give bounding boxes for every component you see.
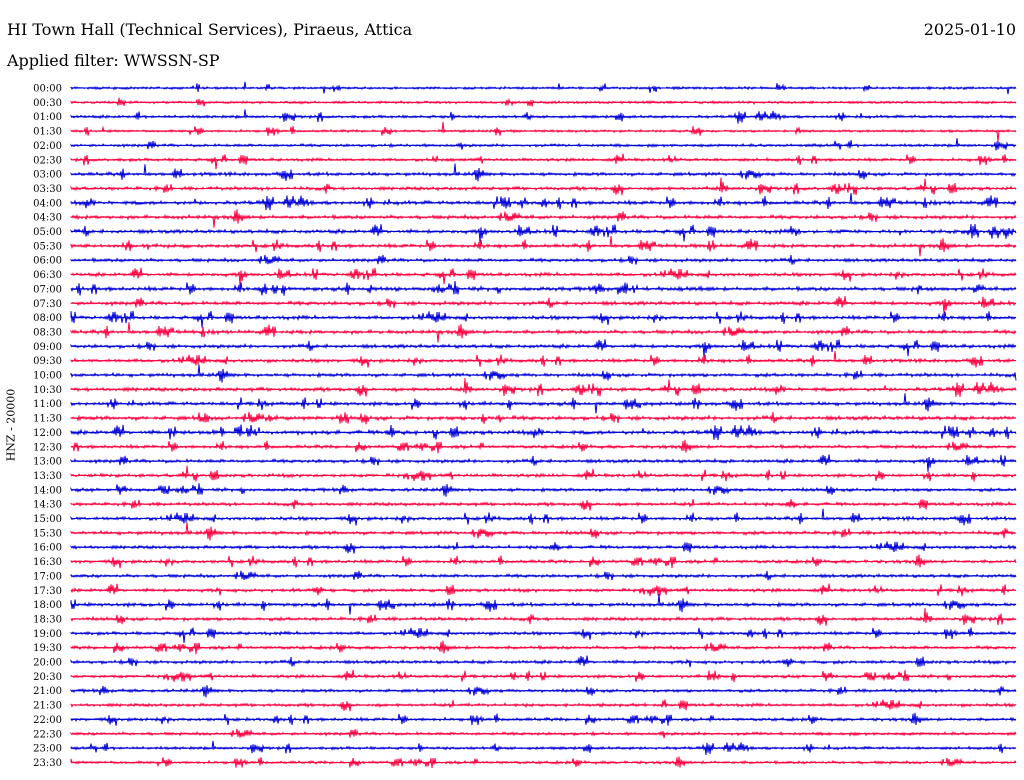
row-label: 05:00 — [33, 227, 62, 238]
row-label: 06:00 — [33, 256, 62, 267]
row-label: 02:30 — [33, 155, 62, 166]
trace-line — [70, 121, 1017, 142]
row-label: 11:30 — [33, 414, 62, 425]
row-label: 04:00 — [33, 198, 62, 209]
row-label: 12:30 — [33, 442, 62, 453]
row-label: 20:00 — [33, 658, 62, 669]
trace-line — [70, 192, 1017, 211]
row-label: 22:00 — [33, 715, 62, 726]
row-label: 01:00 — [33, 112, 62, 123]
row-label: 09:00 — [33, 342, 62, 353]
row-label: 06:30 — [33, 270, 62, 281]
trace-line — [70, 465, 1017, 482]
trace-line — [70, 97, 1017, 107]
row-label: 22:30 — [33, 729, 62, 740]
row-label: 13:30 — [33, 471, 62, 482]
row-label: 15:00 — [33, 514, 62, 525]
row-label: 14:30 — [33, 500, 62, 511]
row-label: 08:00 — [33, 313, 62, 324]
trace-line — [70, 267, 1017, 286]
trace-line — [70, 655, 1017, 668]
row-label: 20:30 — [33, 672, 62, 683]
row-label: 11:00 — [33, 399, 62, 410]
row-label: 10:00 — [33, 371, 62, 382]
row-label: 09:30 — [33, 356, 62, 367]
row-label: 12:00 — [33, 428, 62, 439]
trace-line — [70, 378, 1017, 397]
row-label: 07:00 — [33, 284, 62, 295]
row-label: 23:00 — [33, 744, 62, 755]
trace-line — [70, 254, 1017, 266]
row-label: 00:30 — [33, 98, 62, 109]
row-label: 00:00 — [33, 84, 62, 95]
row-label: 18:30 — [33, 614, 62, 625]
trace-line — [70, 224, 1017, 243]
trace-line — [70, 163, 1017, 182]
row-label: 18:00 — [33, 600, 62, 611]
row-label: 10:30 — [33, 385, 62, 396]
row-label: 07:30 — [33, 299, 62, 310]
row-label: 05:30 — [33, 241, 62, 252]
row-label: 13:00 — [33, 457, 62, 468]
station-title: HI Town Hall (Technical Services), Pirae… — [7, 20, 413, 39]
trace-line — [70, 295, 1017, 315]
row-label: 21:00 — [33, 686, 62, 697]
row-label: 17:00 — [33, 571, 62, 582]
row-label: 16:30 — [33, 557, 62, 568]
row-label: 15:30 — [33, 528, 62, 539]
trace-line — [70, 364, 1017, 383]
row-label: 14:00 — [33, 485, 62, 496]
trace-line — [70, 310, 1017, 328]
trace-line — [70, 627, 1017, 643]
trace-line — [70, 350, 1017, 368]
filter-label: Applied filter: WWSSN-SP — [7, 51, 220, 70]
trace-line — [70, 339, 1017, 358]
row-label: 04:30 — [33, 213, 62, 224]
trace-line — [70, 153, 1017, 170]
trace-line — [70, 138, 1017, 151]
row-label: 21:30 — [33, 701, 62, 712]
trace-line — [70, 209, 1017, 228]
trace-line — [70, 499, 1017, 511]
trace-line — [70, 454, 1017, 472]
trace-line — [70, 522, 1017, 541]
row-label: 03:00 — [33, 170, 62, 181]
row-label: 03:30 — [33, 184, 62, 195]
row-label: 08:30 — [33, 327, 62, 338]
row-label: 19:00 — [33, 629, 62, 640]
date-label: 2025-01-10 — [923, 20, 1016, 39]
trace-line — [70, 508, 1017, 526]
row-label: 16:00 — [33, 543, 62, 554]
row-label: 23:30 — [33, 758, 62, 769]
trace-line — [70, 608, 1017, 626]
trace-line — [70, 177, 1017, 196]
row-label: 01:30 — [33, 127, 62, 138]
row-label: 17:30 — [33, 586, 62, 597]
trace-line — [70, 685, 1017, 698]
row-label: 02:00 — [33, 141, 62, 152]
row-label: 19:30 — [33, 643, 62, 654]
